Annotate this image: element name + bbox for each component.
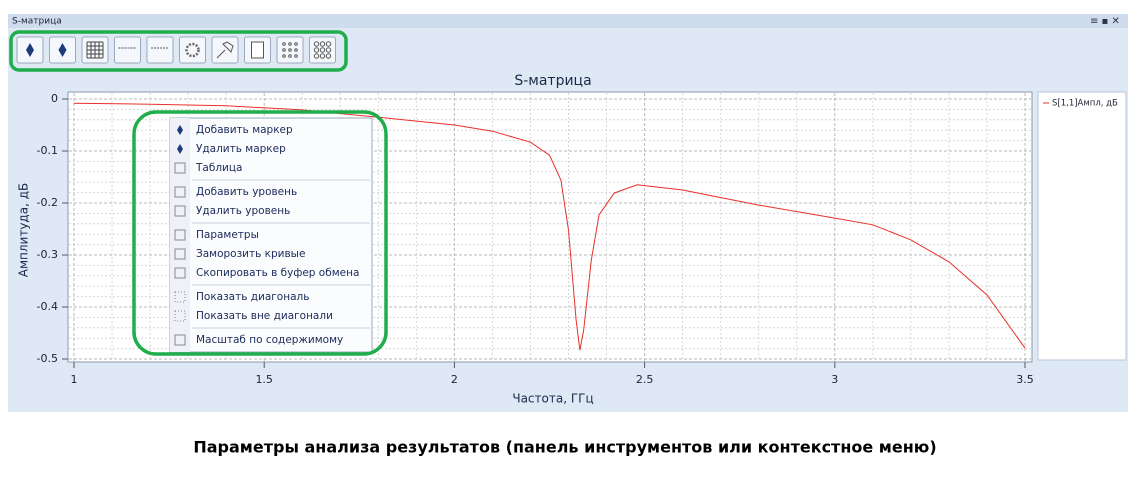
y-tick-label: -0.4: [37, 300, 58, 313]
menu-item-label: Заморозить кривые: [196, 248, 305, 260]
menu-item-label: Добавить уровень: [196, 186, 297, 198]
toolbar: [16, 36, 336, 64]
menu-icon: [174, 162, 186, 174]
title-bar: [8, 14, 1128, 28]
icon: [325, 41, 332, 47]
menu-icon: [177, 144, 183, 154]
icon: [294, 42, 298, 46]
line-series: [73, 102, 1026, 351]
icon: [251, 41, 264, 59]
icon: [282, 48, 286, 52]
x-tick-label: 1.5: [255, 373, 273, 386]
menu-icon: [174, 248, 186, 260]
icon: [185, 42, 200, 58]
x-tick-label: 3: [831, 373, 838, 386]
menu-icon: [174, 291, 186, 303]
y-tick-label: 0: [51, 92, 58, 105]
x-tick-label: 3.5: [1016, 373, 1034, 386]
menu-item-label: Добавить маркер: [196, 124, 293, 136]
tool-button[interactable]: [179, 36, 206, 64]
menu-icon: [174, 205, 186, 217]
icon: [319, 53, 326, 59]
icon: [282, 54, 286, 58]
icon: [26, 43, 34, 57]
menu-item-label: Скопировать в буфер обмена: [196, 267, 359, 279]
menu-icon: [174, 334, 186, 346]
icon: [294, 54, 298, 58]
icon: [325, 53, 332, 59]
tool-button[interactable]: [114, 36, 141, 64]
y-tick-label: -0.5: [37, 352, 58, 365]
menu-item-label: Показать вне диагонали: [196, 310, 333, 322]
y-axis-label: Амплитуда, дБ: [17, 183, 31, 277]
y-tick-label: -0.1: [37, 144, 58, 157]
menu-item-label: Масштаб по содержимому: [196, 334, 343, 346]
menu-box: [169, 117, 373, 353]
menu-icon: [174, 310, 186, 322]
icon: [313, 47, 320, 53]
window-title: S-матрица: [12, 17, 62, 27]
x-tick-label: 1: [71, 373, 78, 386]
icon: [294, 48, 298, 52]
icon: [325, 47, 332, 53]
icon: [288, 48, 292, 52]
tool-button[interactable]: [276, 36, 304, 64]
x-tick-label: 2: [451, 373, 458, 386]
menu-icon: [174, 229, 186, 241]
chart-title: S-матрица: [514, 73, 591, 89]
icon: [319, 41, 326, 47]
highlight: [132, 110, 388, 356]
icon: [319, 47, 326, 53]
menu-icon-strip: [170, 118, 190, 352]
menu-icon: [177, 125, 183, 135]
window-buttons[interactable]: ≡ ▪ ✕: [1090, 16, 1120, 27]
icon: [216, 41, 234, 59]
tool-button[interactable]: [309, 36, 336, 64]
icon: [288, 54, 292, 58]
highlight: [9, 30, 348, 72]
menu-icon: [174, 267, 186, 279]
icon: [313, 41, 320, 47]
x-tick-label: 2.5: [636, 373, 654, 386]
context-menu: Добавить маркер Удалить маркер Таблица Доба…: [169, 117, 373, 353]
icon: [313, 53, 320, 59]
icon: [288, 42, 292, 46]
menu-item-label: Таблица: [195, 162, 242, 174]
y-tick-label: -0.3: [37, 248, 58, 261]
menu-item-label: Параметры: [196, 229, 259, 241]
menu-item-label: Удалить маркер: [196, 143, 286, 155]
menu-icon: [174, 186, 186, 198]
icon: [58, 43, 67, 57]
tool-button[interactable]: [146, 36, 174, 64]
caption: Параметры анализа результатов (панель ин…: [193, 438, 936, 457]
y-tick-label: -0.2: [37, 196, 58, 209]
menu-item-label: Удалить уровень: [196, 205, 290, 217]
legend: [1037, 91, 1127, 361]
x-axis-label: Частота, ГГц: [512, 392, 593, 406]
icon: [282, 42, 286, 46]
menu-item-label: Показать диагональ: [196, 291, 309, 303]
legend-entry: S[1,1]Ампл, дБ: [1052, 99, 1118, 109]
